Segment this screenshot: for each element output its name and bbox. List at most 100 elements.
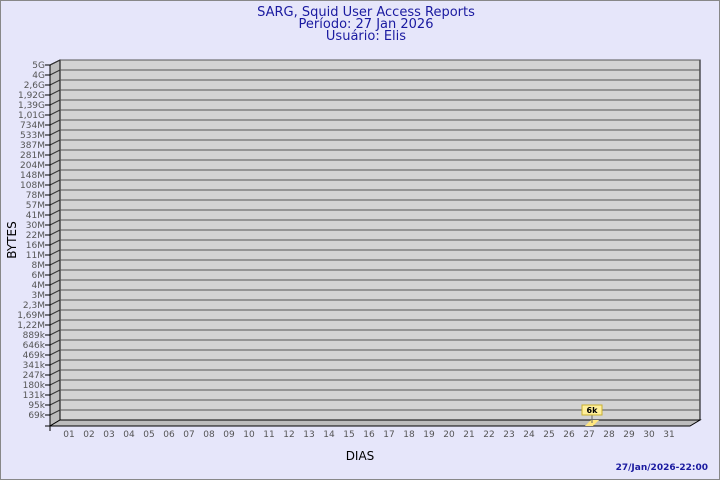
y-tick-label: 1,39G [18, 101, 45, 111]
y-tick-label: 95k [28, 401, 45, 411]
y-tick-label: 4M [32, 281, 46, 291]
grid-line-side [49, 59, 61, 66]
x-tick-label: 19 [423, 430, 435, 440]
chart-period: Período: 27 Jan 2026 [299, 17, 434, 32]
x-tick-label: 30 [643, 430, 655, 440]
grid-line-side [49, 79, 61, 86]
grid-line-side [49, 89, 61, 96]
x-tick-label: 09 [223, 430, 235, 440]
y-tick-label: 281M [20, 151, 45, 161]
y-tick-label: 247k [23, 371, 46, 381]
grid-line-side [49, 389, 61, 396]
grid-line-side [49, 149, 61, 156]
grid-line-side [49, 319, 61, 326]
grid-line-side [49, 329, 61, 336]
y-tick-label: 387M [20, 141, 45, 151]
x-tick-label: 28 [603, 430, 615, 440]
x-tick-label: 02 [83, 430, 94, 440]
grid-line-side [49, 199, 61, 206]
x-tick-label: 10 [243, 430, 255, 440]
x-axis-label: DIAS [346, 449, 375, 463]
y-tick-label: 69k [28, 411, 45, 421]
y-tick-label: 3M [32, 291, 46, 301]
x-tick-label: 15 [343, 430, 354, 440]
x-tick-label: 06 [163, 430, 175, 440]
grid-line-side [49, 129, 61, 136]
x-tick-label: 07 [183, 430, 194, 440]
y-tick-label: 646k [23, 341, 46, 351]
x-tick-label: 20 [443, 430, 455, 440]
grid-line-side [49, 239, 61, 246]
y-tick-label: 30M [26, 221, 45, 231]
x-tick-label: 04 [123, 430, 135, 440]
x-tick-label: 23 [503, 430, 514, 440]
y-tick-label: 2,6G [24, 81, 45, 91]
y-tick-label: 180k [23, 381, 46, 391]
x-tick-label: 11 [263, 430, 274, 440]
x-tick-label: 18 [403, 430, 415, 440]
grid-line-side [49, 219, 61, 226]
y-tick-label: 57M [26, 201, 45, 211]
x-tick-label: 12 [283, 430, 294, 440]
data-label-box [581, 404, 603, 416]
y-tick-label: 16M [26, 241, 45, 251]
x-tick-label: 08 [203, 430, 215, 440]
grid-line-side [49, 229, 61, 236]
y-tick-label: 469k [23, 351, 46, 361]
y-axis-label: BYTES [5, 221, 19, 258]
y-tick-label: 2,3M [23, 301, 45, 311]
grid-line-side [49, 159, 61, 166]
y-tick-label: 6M [32, 271, 46, 281]
grid-line-side [49, 359, 61, 366]
grid-line-side [49, 299, 61, 306]
grid-line-side [49, 269, 61, 276]
y-tick-label: 41M [26, 211, 45, 221]
y-tick-label: 5G [32, 61, 45, 71]
grid-line-side [49, 209, 61, 216]
grid-line-side [49, 189, 61, 196]
x-tick-label: 05 [143, 430, 154, 440]
x-tick-label: 13 [303, 430, 314, 440]
x-tick-label: 25 [543, 430, 554, 440]
x-tick-label: 31 [663, 430, 674, 440]
grid-line-side [49, 349, 61, 356]
plot-floor [48, 419, 702, 427]
x-tick-label: 14 [323, 430, 335, 440]
grid-line-side [49, 169, 61, 176]
x-tick-label: 29 [623, 430, 635, 440]
grid-line-side [49, 279, 61, 286]
grid-line-side [49, 339, 61, 346]
y-tick-label: 148M [20, 171, 45, 181]
grid-line-side [49, 139, 61, 146]
grid-line-side [49, 109, 61, 116]
y-tick-label: 22M [26, 231, 45, 241]
timestamp: 27/Jan/2026-22:00 [616, 463, 708, 473]
grid-line-side [49, 179, 61, 186]
y-tick-label: 889k [23, 331, 46, 341]
grid-line-side [49, 289, 61, 296]
y-tick-label: 108M [20, 181, 45, 191]
grid-line-side [49, 69, 61, 76]
grid-line-side [49, 99, 61, 106]
y-tick-label: 734M [20, 121, 45, 131]
chart-user: Usuário: Elis [326, 29, 406, 44]
x-tick-label: 22 [483, 430, 494, 440]
x-tick-label: 21 [463, 430, 474, 440]
x-tick-label: 26 [563, 430, 575, 440]
y-tick-label: 8M [32, 261, 46, 271]
grid-line-side [49, 119, 61, 126]
y-tick-label: 11M [26, 251, 45, 261]
x-tick-label: 24 [523, 430, 535, 440]
y-tick-label: 4G [32, 71, 45, 81]
y-tick-label: 204M [20, 161, 45, 171]
y-tick-label: 533M [20, 131, 45, 141]
grid-line-side [49, 249, 61, 256]
y-tick-label: 1,22M [17, 321, 45, 331]
grid-line-side [49, 409, 61, 416]
grid-line-side [49, 379, 61, 386]
x-tick-label: 17 [383, 430, 394, 440]
x-tick-label: 16 [363, 430, 375, 440]
grid-line-side [49, 259, 61, 266]
grid-line-side [49, 399, 61, 406]
